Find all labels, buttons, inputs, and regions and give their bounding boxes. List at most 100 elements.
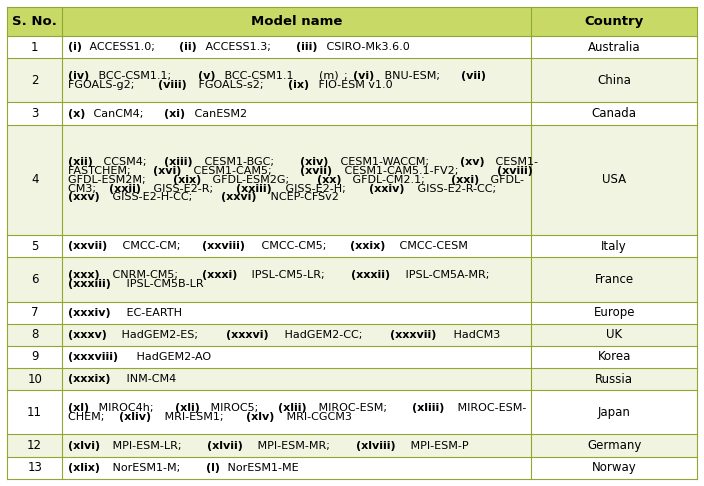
Text: CESM1-CAM5;: CESM1-CAM5; (190, 166, 275, 176)
Bar (7, 324, 697, 346)
Text: 1: 1 (31, 41, 39, 53)
Text: (xvi): (xvi) (153, 166, 182, 176)
Text: HadGEM2-CC;: HadGEM2-CC; (281, 330, 365, 340)
Text: GISS-E2-R-CC;: GISS-E2-R-CC; (415, 184, 496, 193)
Text: (xlii): (xlii) (278, 403, 306, 413)
Text: (iv): (iv) (68, 71, 89, 81)
Text: HadGEM2-ES;: HadGEM2-ES; (118, 330, 201, 340)
Text: BNU-ESM;: BNU-ESM; (381, 71, 443, 81)
Text: Country: Country (584, 15, 643, 28)
Text: (xxxvi): (xxxvi) (226, 330, 268, 340)
Text: CMCC-CESM: CMCC-CESM (396, 242, 468, 251)
Text: (l): (l) (206, 463, 220, 473)
Text: GFDL-ESM2G;: GFDL-ESM2G; (209, 175, 293, 185)
Text: (xxiii): (xxiii) (236, 184, 272, 193)
Text: (xv): (xv) (460, 157, 484, 167)
Text: CSIRO-Mk3.6.0: CSIRO-Mk3.6.0 (323, 42, 410, 52)
Text: GFDL-ESM2M;: GFDL-ESM2M; (68, 175, 149, 185)
Text: (xxii): (xxii) (108, 184, 141, 193)
Bar (7, 302, 697, 324)
Text: (vi): (vi) (353, 71, 375, 81)
Text: GISS-E2-R;: GISS-E2-R; (150, 184, 216, 193)
Text: USA: USA (602, 174, 627, 187)
Text: (xiii): (xiii) (165, 157, 193, 167)
Text: CESM1-WACCM;: CESM1-WACCM; (337, 157, 432, 167)
Text: 10: 10 (27, 373, 42, 385)
Text: CMCC-CM5;: CMCC-CM5; (258, 242, 329, 251)
Text: 11: 11 (27, 406, 42, 419)
Text: (xxxii): (xxxii) (351, 270, 391, 280)
Text: BCC-CSM1.1;: BCC-CSM1.1; (95, 71, 175, 81)
Text: IPSL-CM5B-LR: IPSL-CM5B-LR (123, 279, 204, 289)
Text: CanCM4;: CanCM4; (90, 108, 147, 119)
Text: (xxxvii): (xxxvii) (390, 330, 436, 340)
Text: CHEM;: CHEM; (68, 412, 108, 422)
Bar (7, 390, 697, 434)
Text: (xxi): (xxi) (451, 175, 479, 185)
Text: (xlvii): (xlvii) (208, 440, 244, 451)
Text: 7: 7 (31, 306, 39, 319)
Text: 9: 9 (31, 350, 39, 364)
Text: Italy: Italy (601, 240, 627, 253)
Bar (7, 235, 697, 258)
Text: (xlviii): (xlviii) (356, 440, 396, 451)
Text: GFDL-CM2.1;: GFDL-CM2.1; (348, 175, 428, 185)
Text: (xliii): (xliii) (413, 403, 445, 413)
Text: 3: 3 (31, 107, 38, 120)
Text: GISS-E2-H;: GISS-E2-H; (282, 184, 349, 193)
Text: (xiv): (xiv) (300, 157, 329, 167)
Text: UK: UK (606, 329, 622, 341)
Text: 12: 12 (27, 439, 42, 452)
Text: ACCESS1.3;: ACCESS1.3; (202, 42, 275, 52)
Text: MIROC-ESM-: MIROC-ESM- (454, 403, 527, 413)
Bar (7, 36, 697, 58)
Text: 13: 13 (27, 461, 42, 474)
Text: IPSL-CM5-LR;: IPSL-CM5-LR; (248, 270, 328, 280)
Text: FGOALS-s2;: FGOALS-s2; (195, 80, 267, 90)
Text: (iii): (iii) (296, 42, 317, 52)
Text: (xli): (xli) (175, 403, 200, 413)
Text: INM-CM4: INM-CM4 (122, 374, 176, 384)
Text: (xlix): (xlix) (68, 463, 100, 473)
Text: GISS-E2-H-CC;: GISS-E2-H-CC; (109, 192, 196, 202)
Text: (ix): (ix) (288, 80, 309, 90)
Bar (7, 103, 697, 124)
Text: NCEP-CFSv2: NCEP-CFSv2 (267, 192, 339, 202)
Text: NorESM1-M;: NorESM1-M; (109, 463, 184, 473)
Text: S. No.: S. No. (12, 15, 57, 28)
Text: (xviii): (xviii) (497, 166, 533, 176)
Text: (xxvii): (xxvii) (68, 242, 107, 251)
Text: EC-EARTH: EC-EARTH (123, 308, 182, 318)
Text: NorESM1-ME: NorESM1-ME (224, 463, 298, 473)
Text: HadCM3: HadCM3 (450, 330, 501, 340)
Text: France: France (595, 273, 634, 286)
Text: Norway: Norway (592, 461, 636, 474)
Text: (xi): (xi) (163, 108, 184, 119)
Text: FIO-ESM v1.0: FIO-ESM v1.0 (315, 80, 393, 90)
Text: Germany: Germany (587, 439, 641, 452)
Text: (m): (m) (319, 71, 339, 81)
Text: (xxvi): (xxvi) (221, 192, 256, 202)
Text: ACCESS1.0;: ACCESS1.0; (86, 42, 158, 52)
Text: CNRM-CM5;: CNRM-CM5; (108, 270, 181, 280)
Text: (xlv): (xlv) (246, 412, 275, 422)
Text: CM3;: CM3; (68, 184, 99, 193)
Text: GFDL-: GFDL- (487, 175, 524, 185)
Bar (7, 58, 697, 103)
Text: (xxv): (xxv) (68, 192, 99, 202)
Bar (7, 368, 697, 390)
Text: 5: 5 (31, 240, 38, 253)
Text: BCC-CSM1.1: BCC-CSM1.1 (220, 71, 296, 81)
Text: Russia: Russia (595, 373, 633, 385)
Text: 4: 4 (31, 174, 39, 187)
Text: MIROC4h;: MIROC4h; (95, 403, 157, 413)
Text: Europe: Europe (593, 306, 635, 319)
Text: 2: 2 (31, 74, 39, 87)
Bar (7, 258, 697, 302)
Text: (xxxix): (xxxix) (68, 374, 111, 384)
Text: IPSL-CM5A-MR;: IPSL-CM5A-MR; (402, 270, 489, 280)
Bar (7, 7, 697, 36)
Text: Canada: Canada (591, 107, 636, 120)
Text: CESM1-: CESM1- (491, 157, 538, 167)
Text: FGOALS-g2;: FGOALS-g2; (68, 80, 138, 90)
